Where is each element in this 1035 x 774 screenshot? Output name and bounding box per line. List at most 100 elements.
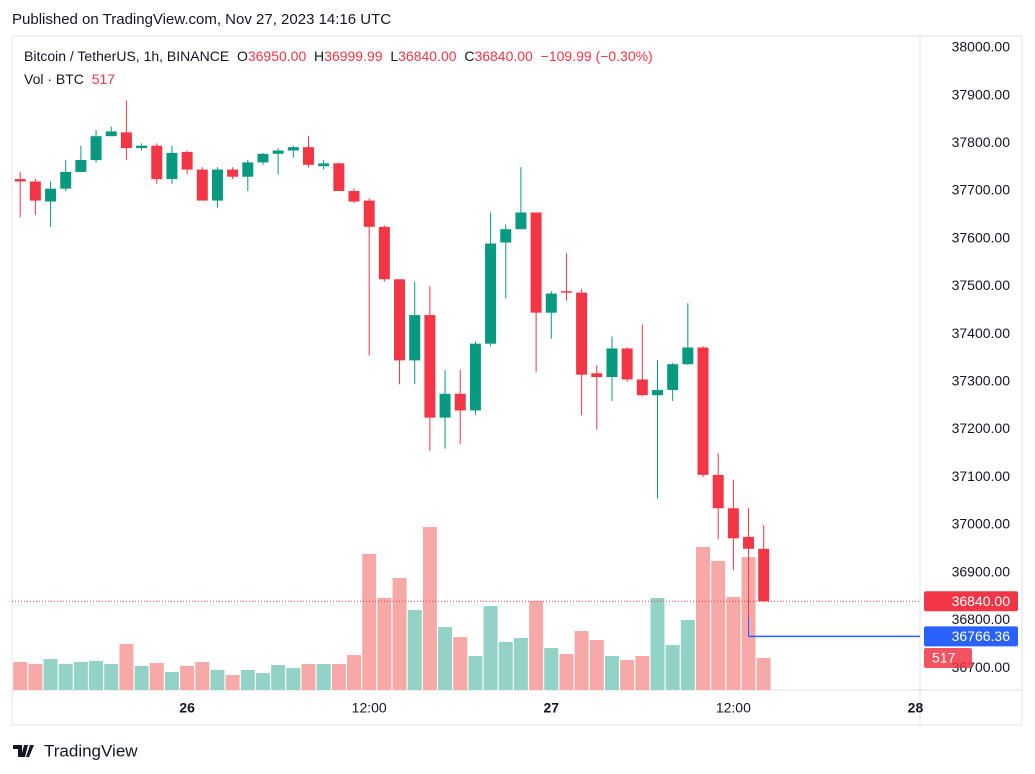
volume-bar: [331, 664, 346, 690]
candle-body: [621, 348, 633, 380]
candle-body: [560, 291, 572, 293]
volume-bar: [134, 665, 149, 690]
volume-bar: [225, 675, 240, 690]
volume-tag-label: 517: [932, 650, 956, 666]
volume-bar: [635, 656, 650, 690]
y-tick-label: 37800.00: [952, 134, 1011, 150]
volume-bar: [529, 601, 544, 690]
candle-body: [530, 212, 542, 313]
candle-body: [181, 151, 193, 170]
x-tick-label: 12:00: [716, 700, 751, 716]
footer: TradingView: [44, 741, 138, 760]
candle-body: [196, 169, 208, 201]
y-tick-label: 38000.00: [952, 39, 1011, 55]
volume-bar: [544, 647, 559, 690]
candle-body: [727, 508, 739, 539]
volume-bar: [604, 656, 619, 690]
volume-bar: [58, 664, 73, 690]
volume-bar: [149, 663, 164, 690]
candle-body: [257, 153, 269, 163]
legend-change: −109.99 (−0.30%): [540, 48, 653, 64]
candle-body: [378, 226, 390, 280]
tags: 36840.00 36766.36 517: [12, 591, 1018, 669]
volume-bar: [271, 664, 286, 690]
volume-bar: [665, 645, 680, 690]
volume-bar: [240, 670, 255, 690]
candle-body: [211, 169, 223, 201]
volume-bar: [286, 667, 301, 690]
candle-body: [302, 147, 314, 165]
candle-body: [394, 279, 406, 361]
candle-body: [636, 379, 648, 396]
candle-body: [409, 315, 421, 361]
candle-body: [120, 132, 132, 149]
candle-body: [348, 191, 360, 202]
volume-bar: [726, 596, 741, 690]
candle-body: [743, 536, 755, 549]
candle-body: [545, 293, 557, 313]
candle-body: [682, 347, 694, 365]
volume-value: 517: [91, 71, 116, 87]
volume: [13, 527, 771, 690]
volume-bar: [559, 653, 574, 690]
logo: [13, 745, 34, 757]
legend-value: 36840.00: [474, 48, 533, 64]
candle-body: [60, 171, 72, 189]
volume-bar: [392, 577, 407, 690]
volume-bar: [711, 560, 726, 690]
candle-body: [333, 163, 345, 192]
y-tick-label: 37400.00: [952, 325, 1011, 341]
volume-bar: [119, 644, 134, 690]
candle-body: [500, 229, 512, 243]
volume-tag: [924, 648, 972, 669]
legend-value: 36999.99: [324, 48, 383, 64]
candle-body: [151, 145, 163, 180]
volume-bar: [438, 627, 453, 690]
volume-bar: [301, 664, 316, 690]
axes: 36700.0036800.0036900.0037000.0037100.00…: [179, 39, 1010, 716]
volume-bar: [468, 656, 483, 690]
volume-bar: [28, 664, 43, 690]
candle-body: [14, 179, 26, 182]
volume-bar: [407, 609, 422, 690]
candle-body: [29, 181, 41, 201]
volume-bar: [483, 606, 498, 690]
y-tick-label: 37000.00: [952, 516, 1011, 532]
volume-bar: [574, 631, 589, 690]
volume-legend: Vol · BTC 517: [24, 71, 115, 87]
candle-body: [272, 150, 284, 154]
candle-body: [515, 212, 527, 230]
volume-bar: [756, 658, 771, 690]
candle-body: [485, 243, 497, 344]
y-tick-label: 37700.00: [952, 182, 1011, 198]
legend-value: 36950.00: [247, 48, 307, 64]
candle-body: [227, 169, 239, 177]
price-line-label: 36766.36: [952, 628, 1011, 644]
candle-body: [667, 364, 679, 390]
candle-body: [439, 393, 451, 418]
volume-bar: [13, 662, 28, 690]
volume-title: Vol · BTC: [24, 71, 84, 87]
legend-key: H: [314, 48, 325, 64]
x-tick-label: 28: [908, 700, 924, 716]
volume-bar: [43, 658, 58, 690]
volume-bar: [377, 597, 392, 690]
volume-bar: [73, 662, 88, 690]
volume-bar: [422, 527, 437, 690]
volume-bar: [453, 637, 468, 690]
volume-bar: [164, 671, 179, 690]
published: Published on TradingView.com, Nov 27, 20…: [12, 11, 391, 28]
candle-body: [697, 347, 709, 475]
candles: [14, 100, 770, 635]
volume-bar: [316, 664, 331, 690]
x-tick-label: 27: [543, 700, 559, 716]
y-tick-label: 37100.00: [952, 468, 1011, 484]
volume-bar: [650, 597, 665, 690]
volume-bar: [589, 639, 604, 690]
candle-body: [758, 548, 770, 602]
candle-body: [454, 393, 466, 411]
legend-value: 36840.00: [398, 48, 457, 64]
volume-bar: [513, 638, 528, 690]
